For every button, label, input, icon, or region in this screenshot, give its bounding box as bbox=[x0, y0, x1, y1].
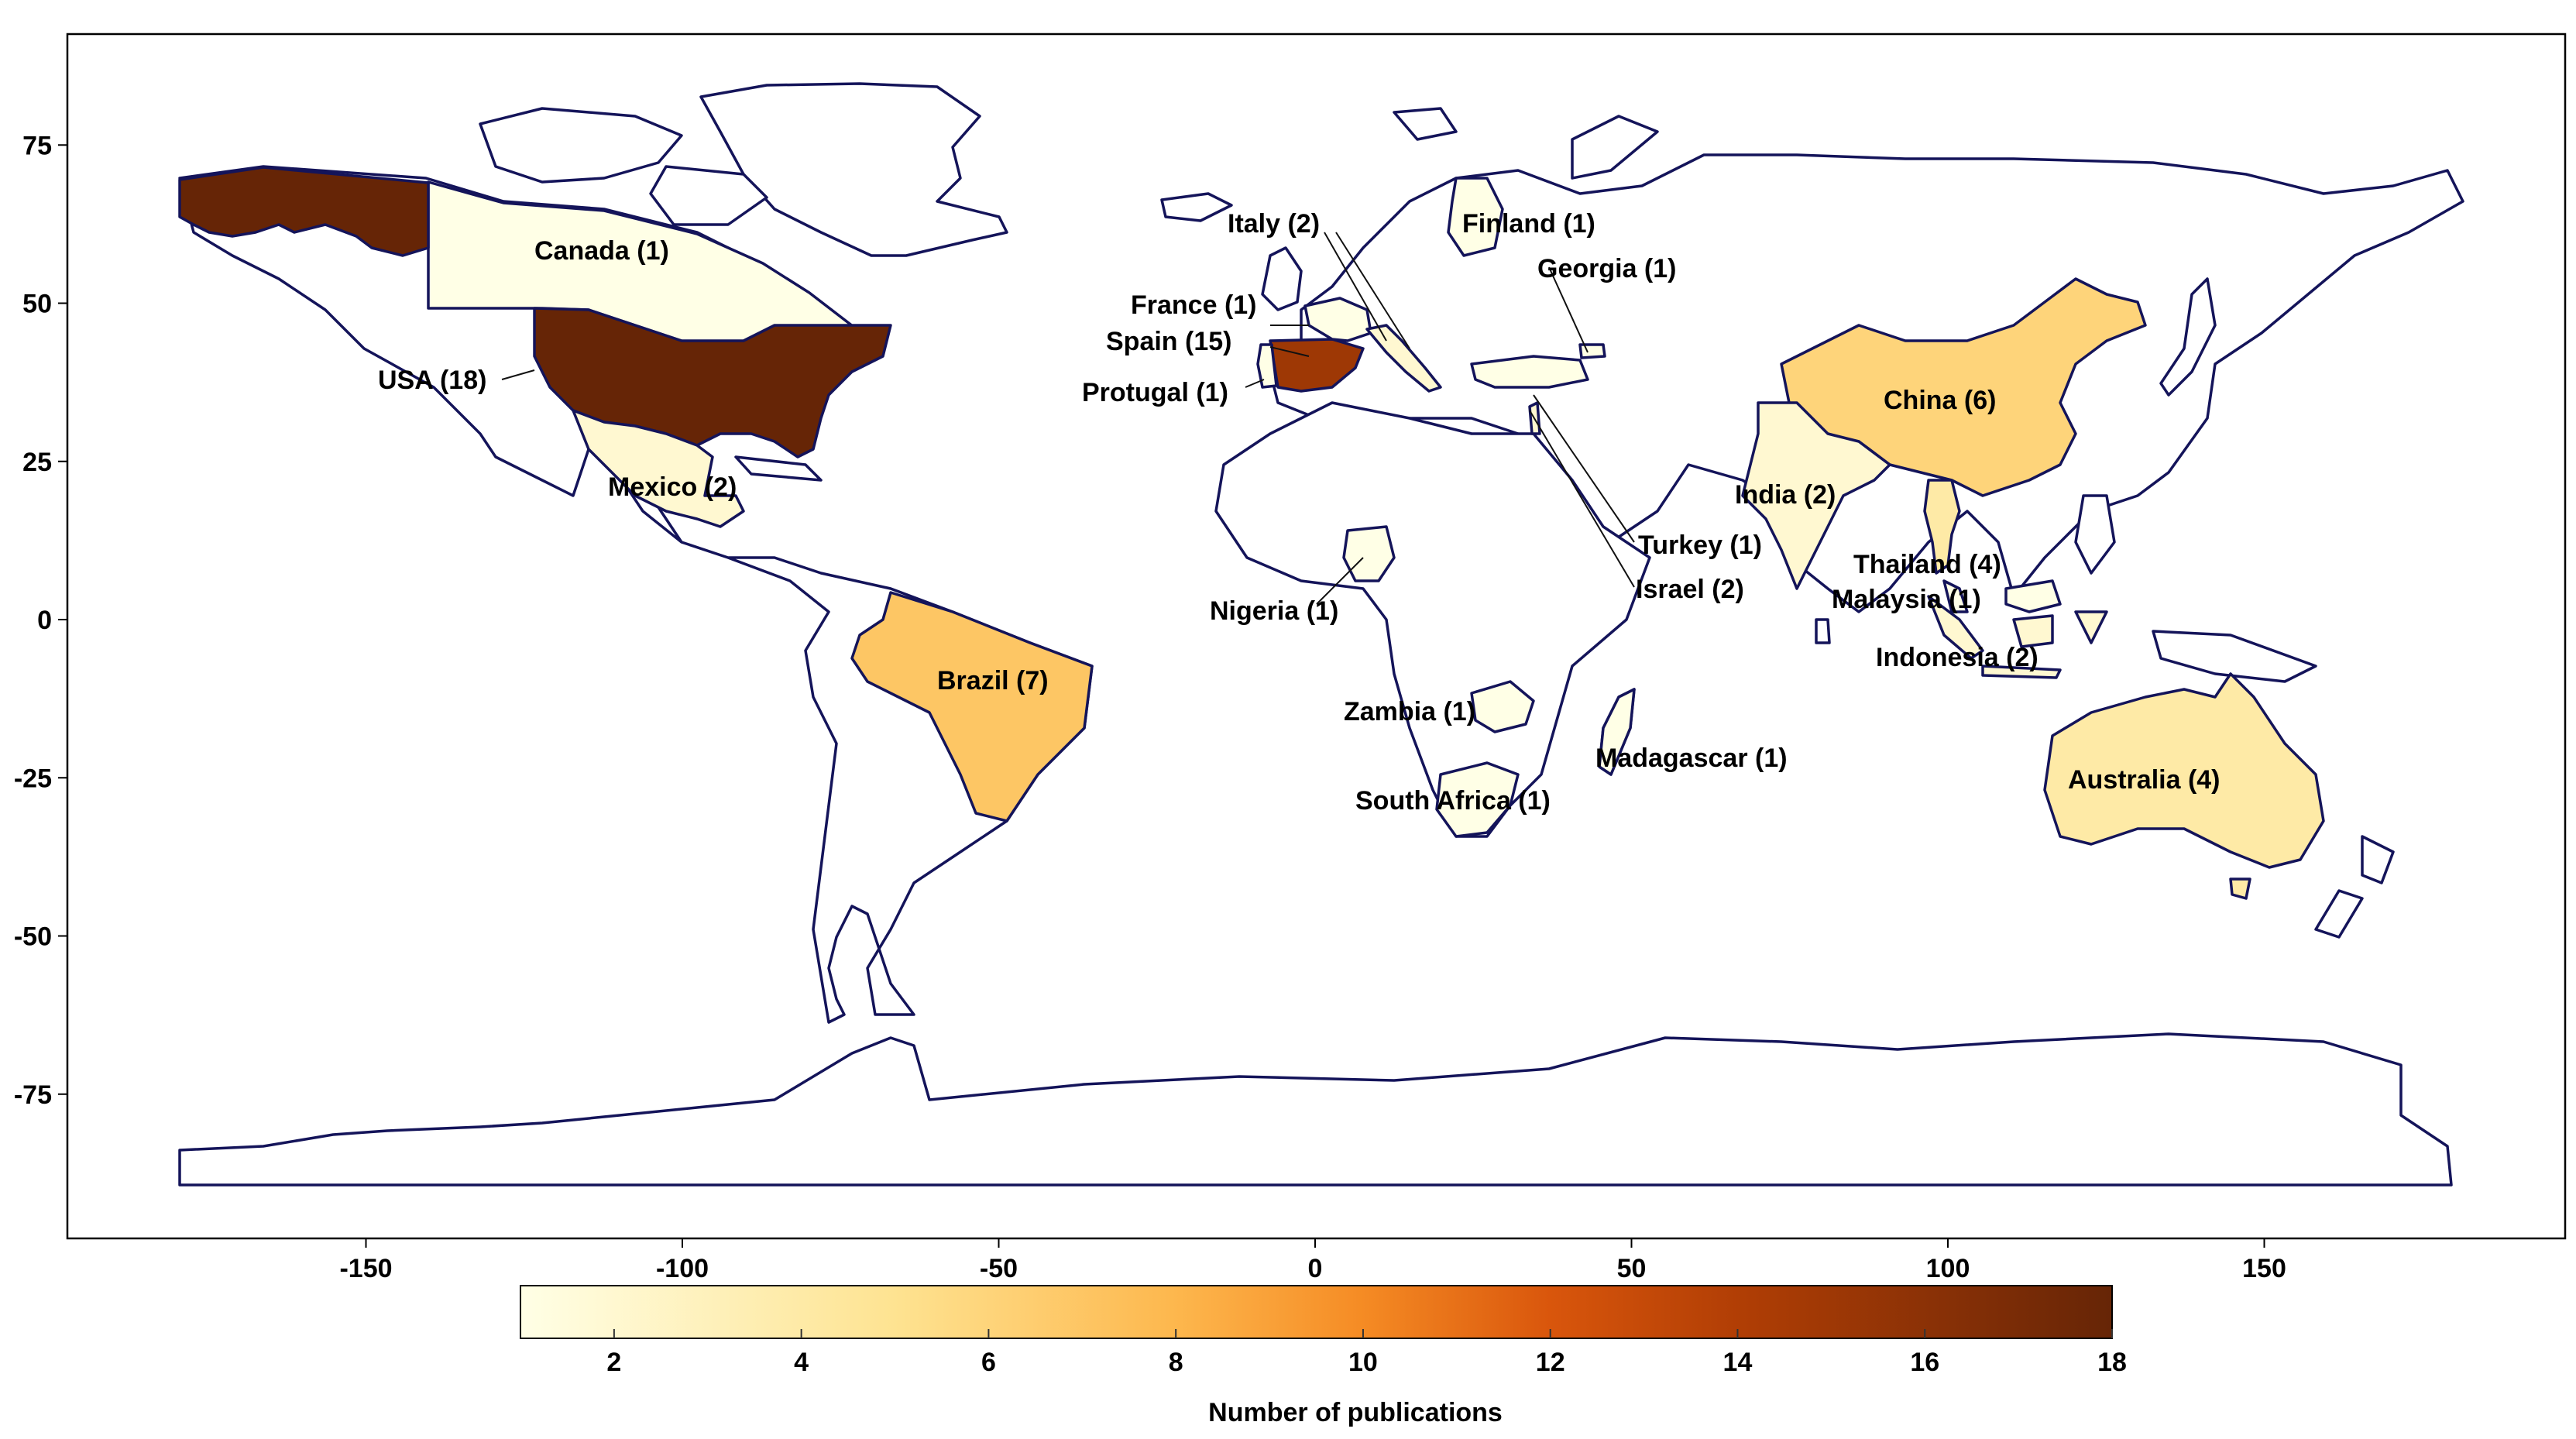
label-israel: Israel (2) bbox=[1636, 575, 1744, 604]
label-italy: Italy (2) bbox=[1228, 209, 1320, 239]
greenland-shape bbox=[699, 82, 1008, 257]
colorbar-tick-label: 12 bbox=[1536, 1348, 1565, 1377]
country-italy bbox=[1365, 324, 1442, 393]
colorbar-tick-label: 10 bbox=[1348, 1348, 1378, 1377]
label-indonesia: Indonesia (2) bbox=[1876, 643, 2038, 672]
country-france bbox=[1303, 297, 1372, 342]
x-tick-label: -100 bbox=[656, 1254, 709, 1283]
country-tasmania bbox=[2229, 877, 2251, 900]
country-thailand bbox=[1923, 479, 1961, 575]
colorbar-tick-label: 16 bbox=[1910, 1348, 1939, 1377]
country-australia bbox=[2043, 672, 2325, 869]
label-south-africa: South Africa (1) bbox=[1355, 786, 1551, 816]
colorbar-ramp bbox=[520, 1285, 2113, 1339]
label-nigeria: Nigeria (1) bbox=[1210, 596, 1338, 626]
country-nigeria bbox=[1342, 525, 1396, 582]
country-finland bbox=[1447, 177, 1504, 257]
x-tick-label: 150 bbox=[2242, 1254, 2286, 1283]
country-indonesia bbox=[1927, 595, 2108, 679]
label-australia: Australia (4) bbox=[2068, 765, 2221, 795]
label-mexico: Mexico (2) bbox=[608, 472, 737, 502]
leader-lines bbox=[501, 232, 1635, 605]
colorbar-tick-label: 4 bbox=[794, 1348, 809, 1377]
colorbar-tick-label: 8 bbox=[1169, 1348, 1183, 1377]
country-brazil bbox=[850, 591, 1094, 823]
country-zambia bbox=[1470, 680, 1535, 733]
label-malaysia: Malaysia (1) bbox=[1832, 585, 1981, 614]
colorbar-tick-label: 2 bbox=[606, 1348, 621, 1377]
colorbar-tick-label: 18 bbox=[2097, 1348, 2127, 1377]
colorbar-tick-label: 6 bbox=[981, 1348, 996, 1377]
y-tick-label: 75 bbox=[22, 131, 52, 160]
y-tick-label: 25 bbox=[22, 448, 52, 477]
colorbar-tick-label: 14 bbox=[1723, 1348, 1753, 1377]
x-tick-label: 50 bbox=[1617, 1254, 1647, 1283]
colorbar-legend: 2 4 6 8 10 12 14 16 18 Number of publications bbox=[520, 1285, 2127, 1427]
country-madagascar bbox=[1598, 688, 1636, 776]
country-labels: Canada (1) USA (18) Mexico (2) Brazil (7… bbox=[378, 209, 2221, 816]
new-guinea-shape bbox=[2152, 630, 2317, 683]
label-thailand: Thailand (4) bbox=[1853, 550, 2001, 579]
colorbar-ticks: 2 4 6 8 10 12 14 16 18 bbox=[606, 1329, 2127, 1377]
colorbar-title: Number of publications bbox=[1208, 1398, 1503, 1427]
label-usa: USA (18) bbox=[378, 366, 486, 395]
label-india: India (2) bbox=[1735, 480, 1836, 510]
country-georgia bbox=[1578, 343, 1606, 359]
arctic-islands-shape bbox=[479, 107, 683, 184]
x-tick-label: 0 bbox=[1308, 1254, 1323, 1283]
x-axis: -150 -100 -50 0 50 100 150 bbox=[339, 1238, 2286, 1283]
label-china: China (6) bbox=[1884, 386, 1996, 415]
label-madagascar: Madagascar (1) bbox=[1595, 744, 1788, 773]
country-south-africa bbox=[1435, 761, 1520, 838]
label-france: France (1) bbox=[1131, 290, 1257, 320]
y-tick-label: -50 bbox=[14, 922, 52, 952]
y-tick-label: -75 bbox=[14, 1080, 52, 1110]
label-zambia: Zambia (1) bbox=[1344, 697, 1475, 726]
label-brazil: Brazil (7) bbox=[937, 666, 1049, 695]
x-tick-label: -150 bbox=[339, 1254, 392, 1283]
x-tick-label: -50 bbox=[980, 1254, 1018, 1283]
label-georgia: Georgia (1) bbox=[1537, 254, 1676, 283]
label-canada: Canada (1) bbox=[534, 236, 669, 266]
y-tick-label: -25 bbox=[14, 764, 52, 793]
country-india bbox=[1741, 401, 1891, 590]
antarctica-shape bbox=[178, 1032, 2453, 1187]
country-portugal bbox=[1256, 343, 1278, 389]
country-turkey bbox=[1470, 355, 1589, 389]
country-mexico bbox=[572, 409, 745, 528]
x-tick-label: 100 bbox=[1926, 1254, 1970, 1283]
y-tick-label: 50 bbox=[22, 290, 52, 319]
label-spain: Spain (15) bbox=[1106, 327, 1231, 356]
y-tick-label: 0 bbox=[37, 606, 52, 635]
country-malaysia bbox=[1942, 579, 2062, 613]
label-finland: Finland (1) bbox=[1462, 209, 1595, 239]
label-turkey: Turkey (1) bbox=[1638, 531, 1762, 560]
y-axis: 75 50 25 0 -25 -50 -75 bbox=[14, 131, 67, 1110]
label-portugal: Protugal (1) bbox=[1082, 378, 1228, 407]
